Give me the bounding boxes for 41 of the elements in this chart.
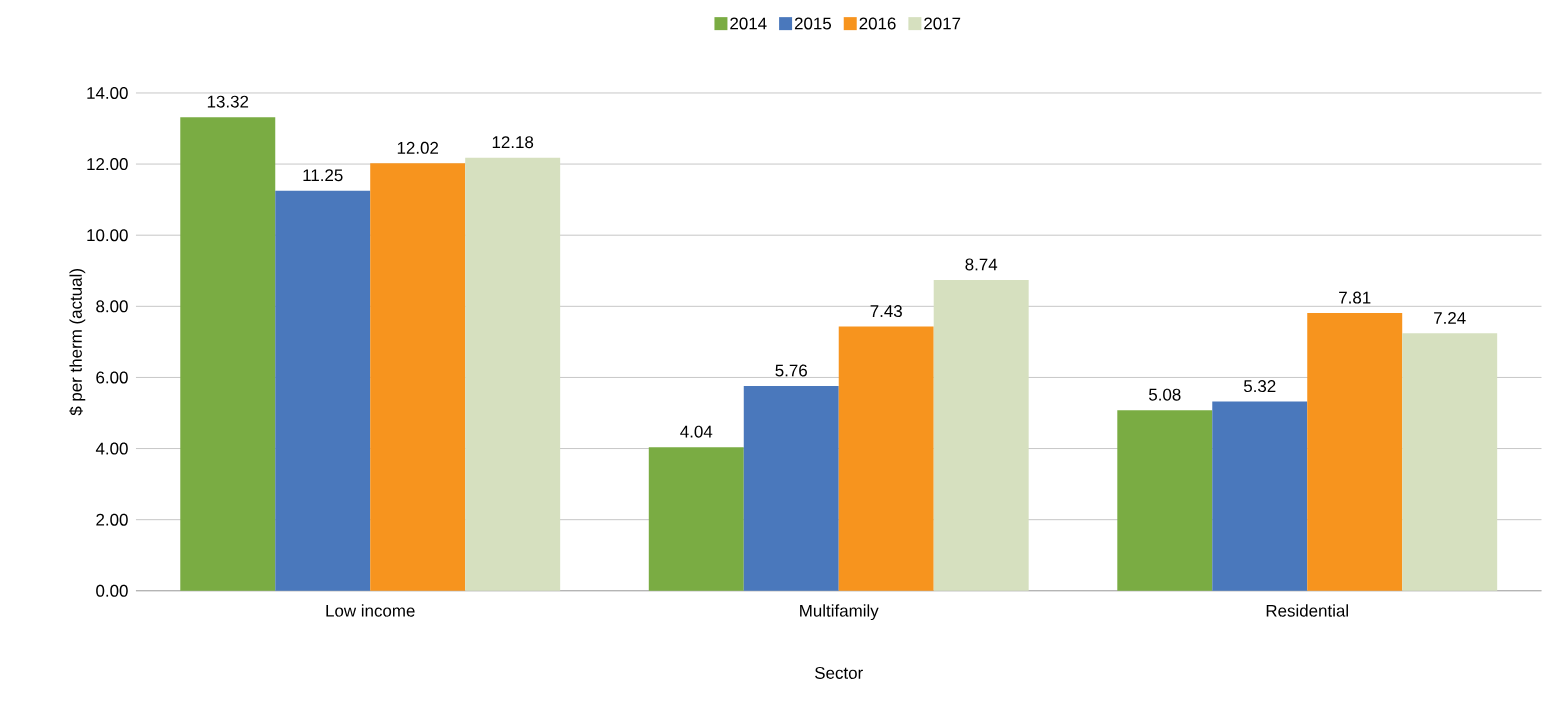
bar [648, 447, 744, 591]
legend-label: 2015 [794, 17, 832, 30]
y-tick-label: 6.00 [96, 371, 128, 384]
bar [838, 326, 934, 591]
bar [743, 386, 839, 591]
bar [1402, 333, 1498, 591]
x-tick-label: Multifamily [800, 604, 879, 621]
data-label: 7.24 [1434, 312, 1466, 324]
y-axis-title: $ per therm (actual) [69, 269, 86, 416]
data-label: 5.32 [1243, 380, 1276, 393]
bar [933, 280, 1029, 591]
legend-label: 2016 [859, 17, 896, 30]
bar [275, 190, 371, 591]
bar [370, 163, 466, 591]
bar [1212, 401, 1308, 591]
y-tick-label: 0.00 [96, 584, 128, 597]
y-tick-label: 4.00 [95, 442, 128, 455]
data-label: 12.18 [492, 136, 534, 149]
x-axis-title: Sector [815, 667, 863, 680]
data-label: 7.43 [870, 305, 902, 318]
data-label: 13.32 [207, 95, 249, 108]
y-tick-label: 12.00 [87, 158, 128, 171]
bar [1307, 313, 1403, 591]
data-label: 12.02 [397, 141, 439, 154]
data-label: 5.76 [775, 364, 807, 377]
bar [180, 117, 276, 591]
legend-label: 2017 [924, 17, 961, 30]
y-tick-label: 10.00 [87, 229, 128, 242]
y-tick-label: 14.00 [87, 87, 128, 100]
bar [465, 157, 561, 591]
y-tick-label: 2.00 [96, 513, 128, 526]
legend-label: 2014 [730, 17, 767, 30]
x-tick-label: Residential [1266, 604, 1348, 617]
data-label: 8.74 [965, 258, 998, 271]
y-tick-label: 8.00 [96, 300, 128, 313]
data-label: 11.25 [303, 169, 343, 182]
x-tick-label: Low income [326, 604, 415, 617]
data-label: 7.81 [1339, 291, 1371, 304]
data-label: 4.04 [680, 425, 713, 438]
bar [1117, 410, 1213, 591]
data-label: 5.08 [1148, 388, 1181, 401]
